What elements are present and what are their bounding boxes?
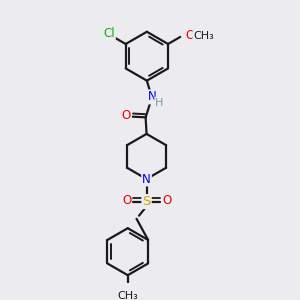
Text: CH₃: CH₃ (194, 31, 214, 41)
Text: S: S (142, 195, 151, 208)
Text: N: N (142, 172, 151, 185)
Text: CH₃: CH₃ (117, 291, 138, 300)
Text: Cl: Cl (103, 27, 115, 40)
Text: O: O (162, 194, 171, 207)
Text: O: O (186, 29, 195, 42)
Text: N: N (148, 90, 157, 104)
Text: H: H (155, 98, 164, 108)
Text: O: O (122, 194, 131, 207)
Text: O: O (122, 109, 131, 122)
